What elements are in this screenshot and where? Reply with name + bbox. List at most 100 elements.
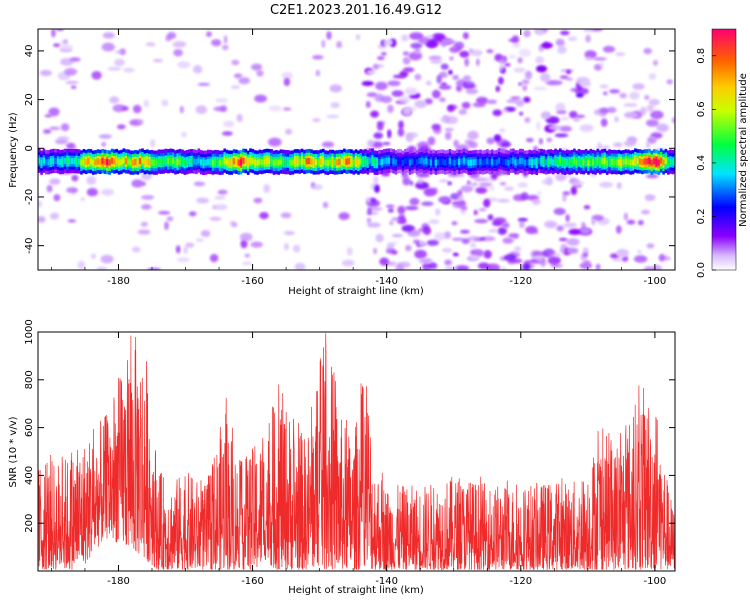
noise-blob	[397, 127, 405, 137]
signal-band-cell	[239, 159, 243, 166]
noise-blob	[414, 100, 427, 108]
signal-band-cell	[357, 159, 360, 166]
y-tick-label: 400	[24, 466, 35, 485]
noise-blob	[570, 186, 578, 196]
signal-band-cell	[345, 158, 348, 165]
signal-band-cell	[242, 157, 245, 164]
signal-band-cell	[547, 158, 550, 165]
signal-band-cell	[63, 157, 67, 164]
noise-blob	[372, 63, 379, 70]
noise-blob	[573, 118, 581, 122]
signal-band-cell	[373, 159, 377, 166]
noise-blob	[221, 131, 233, 136]
signal-band-cell	[190, 158, 194, 165]
signal-band-cell	[253, 159, 257, 166]
noise-blob	[453, 139, 460, 148]
noise-blob	[375, 233, 384, 243]
signal-band-cell	[162, 158, 165, 165]
noise-blob	[597, 142, 602, 150]
signal-band-cell	[563, 159, 567, 166]
noise-blob	[192, 65, 203, 74]
noise-blob	[470, 182, 479, 187]
signal-band-cell	[138, 158, 142, 165]
noise-blob	[53, 43, 60, 47]
noise-blob	[444, 131, 452, 140]
signal-band-cell	[589, 158, 593, 165]
noise-blob	[70, 85, 77, 89]
noise-blob	[65, 80, 79, 85]
noise-blob	[646, 104, 655, 112]
x-tick-label: -120	[509, 276, 532, 287]
noise-blob	[462, 75, 472, 82]
noise-blob	[523, 29, 531, 38]
signal-band-cell	[554, 157, 557, 164]
signal-band-cell	[380, 159, 384, 166]
noise-blob	[547, 256, 561, 265]
signal-band-cell	[237, 159, 241, 166]
noise-blob	[377, 56, 385, 61]
noise-blob	[566, 239, 579, 244]
noise-blob	[483, 198, 491, 208]
signal-band-cell	[627, 158, 630, 165]
signal-band-cell	[568, 159, 571, 166]
noise-blob	[212, 204, 218, 210]
signal-band-cell	[486, 158, 489, 165]
noise-blob	[391, 90, 404, 97]
noise-blob	[623, 140, 636, 147]
noise-blob	[253, 197, 263, 204]
noise-blob	[458, 200, 467, 209]
signal-band-cell	[514, 159, 517, 166]
noise-blob	[455, 265, 470, 270]
noise-blob	[399, 70, 409, 78]
noise-blob	[67, 219, 77, 223]
noise-blob	[398, 96, 411, 105]
noise-blob	[165, 35, 172, 42]
signal-band-cell	[270, 158, 273, 165]
noise-blob	[457, 189, 463, 196]
noise-blob	[579, 124, 594, 132]
noise-blob	[652, 264, 662, 270]
noise-blob	[477, 262, 490, 270]
noise-blob	[502, 237, 514, 244]
noise-blob	[623, 212, 629, 221]
signal-band-cell	[657, 159, 661, 166]
noise-blob	[365, 101, 371, 108]
signal-band-cell	[427, 159, 431, 166]
noise-blob	[492, 109, 503, 117]
noise-blob	[599, 181, 613, 188]
noise-blob	[417, 178, 424, 185]
noise-blob	[556, 225, 565, 232]
signal-band-cell	[336, 159, 339, 166]
noise-blob	[223, 35, 228, 44]
noise-blob	[419, 257, 433, 264]
noise-blob	[452, 252, 459, 257]
signal-band-cell	[136, 159, 140, 166]
snr-x-ticks: -180 -160 -140 -120 -100	[51, 332, 666, 587]
signal-band-cell	[521, 158, 524, 165]
noise-blob	[629, 91, 640, 100]
noise-blob	[533, 86, 547, 91]
noise-blob	[507, 54, 517, 59]
noise-blob	[595, 263, 601, 270]
spectrogram-x-label: Height of straight line (km)	[288, 286, 424, 297]
noise-blob	[44, 114, 53, 118]
signal-band-cell	[418, 157, 421, 164]
signal-band-cell	[84, 158, 88, 165]
noise-blob	[43, 129, 52, 134]
noise-blob	[645, 174, 659, 179]
noise-blob	[449, 46, 461, 53]
signal-band-cell	[577, 158, 581, 165]
noise-blob	[545, 80, 555, 86]
noise-blob	[470, 254, 480, 261]
signal-band-cell	[465, 158, 468, 165]
noise-blob	[499, 182, 507, 186]
noise-blob	[38, 200, 43, 208]
signal-band-cell	[49, 158, 53, 165]
signal-band-cell	[221, 159, 224, 166]
noise-blob	[514, 246, 522, 252]
snr-x-label: Height of straight line (km)	[288, 585, 424, 596]
signal-band-cell	[169, 157, 172, 164]
noise-blob	[619, 92, 627, 99]
noise-blob	[474, 219, 489, 224]
x-tick-label: -120	[509, 576, 532, 587]
